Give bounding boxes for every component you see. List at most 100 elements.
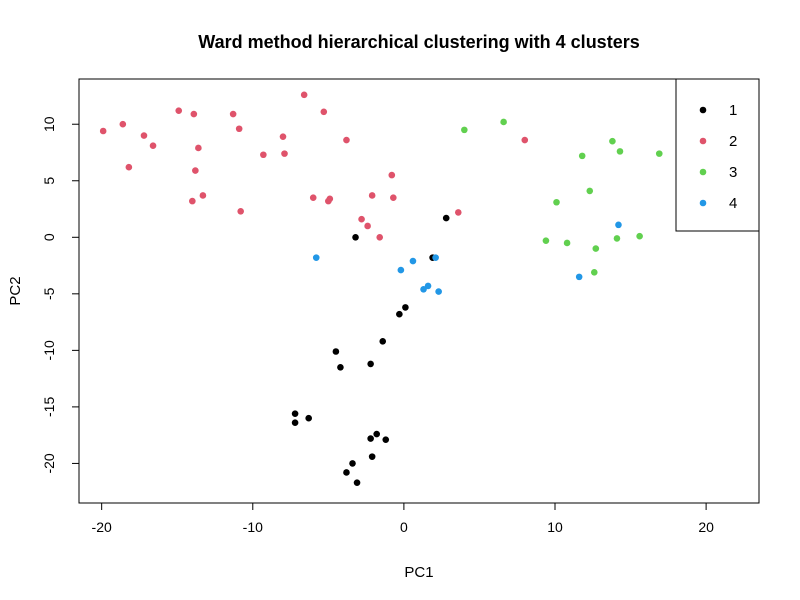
data-point-cluster-3 [563, 239, 571, 247]
data-point-cluster-3 [578, 152, 586, 160]
data-point-cluster-4 [420, 286, 427, 293]
data-point-cluster-4 [432, 254, 439, 261]
data-point-cluster-4 [575, 273, 583, 281]
data-point-cluster-2 [229, 110, 237, 118]
legend-box [675, 78, 760, 232]
data-point-cluster-2 [149, 142, 157, 150]
data-point-cluster-1 [373, 430, 380, 438]
data-point-cluster-2 [140, 132, 148, 139]
data-point-cluster-3 [500, 118, 507, 126]
legend-marker-4 [699, 199, 707, 207]
data-point-cluster-2 [454, 209, 462, 216]
data-point-cluster-2 [281, 150, 288, 157]
data-point-cluster-2 [199, 192, 207, 199]
data-point-cluster-1 [353, 479, 361, 486]
data-point-cluster-3 [590, 269, 598, 276]
data-point-cluster-4 [615, 221, 622, 229]
data-point-cluster-1 [396, 310, 403, 318]
data-point-cluster-4 [409, 257, 417, 265]
data-point-cluster-1 [332, 348, 340, 355]
y-tick-label: -20 [41, 453, 57, 473]
data-point-cluster-1 [402, 304, 409, 311]
data-point-cluster-1 [382, 436, 390, 443]
data-point-cluster-2 [235, 125, 243, 133]
data-point-cluster-2 [309, 194, 317, 202]
x-tick-label: 10 [547, 519, 563, 535]
data-point-cluster-1 [337, 364, 344, 371]
data-point-cluster-1 [368, 453, 376, 460]
data-point-cluster-4 [312, 254, 320, 261]
data-point-cluster-3 [586, 187, 594, 195]
legend-label-4: 4 [729, 195, 737, 212]
data-point-cluster-1 [442, 214, 450, 222]
data-point-cluster-2 [279, 133, 287, 140]
y-tick-label: -5 [41, 287, 57, 300]
data-point-cluster-1 [305, 414, 312, 422]
x-tick-label: -10 [243, 519, 263, 535]
data-point-cluster-2 [390, 194, 397, 202]
plot-frame [78, 78, 760, 504]
legend-marker-2 [699, 137, 707, 145]
data-point-cluster-1 [349, 460, 356, 467]
data-point-cluster-2 [195, 144, 202, 152]
y-axis: -20 -15 -10 -5 0 5 10 [41, 116, 80, 474]
data-point-cluster-3 [553, 198, 560, 206]
data-point-cluster-2 [521, 136, 529, 144]
data-point-cluster-3 [613, 235, 621, 242]
data-point-cluster-2 [125, 163, 133, 171]
data-point-cluster-1 [352, 233, 359, 241]
data-point-cluster-3 [542, 237, 550, 244]
y-tick-label: 5 [41, 177, 57, 185]
data-point-cluster-1 [291, 410, 299, 417]
y-tick-label: 10 [41, 116, 57, 132]
data-point-cluster-2 [260, 151, 267, 159]
chart-title: Ward method hierarchical clustering with… [198, 32, 639, 52]
legend-label-1: 1 [729, 102, 737, 119]
x-tick-label: 0 [400, 519, 408, 535]
data-point-cluster-2 [237, 207, 244, 215]
data-point-cluster-4 [435, 288, 442, 295]
data-point-cluster-2 [175, 107, 183, 114]
data-point-cluster-2 [325, 197, 332, 205]
x-tick-label: 20 [698, 519, 714, 535]
data-point-cluster-1 [367, 435, 374, 442]
data-point-cluster-3 [461, 126, 468, 134]
y-tick-label: -10 [41, 340, 57, 360]
data-point-cluster-1 [367, 360, 374, 368]
y-tick-label: -15 [41, 397, 57, 417]
data-point-cluster-1 [343, 469, 350, 476]
data-point-cluster-3 [636, 232, 643, 240]
data-point-cluster-4 [424, 282, 432, 290]
legend: 1 2 3 4 [675, 78, 760, 232]
data-point-cluster-2 [368, 192, 376, 199]
legend-label-2: 2 [729, 133, 737, 150]
data-point-cluster-3 [592, 245, 600, 252]
data-point-cluster-2 [300, 91, 308, 99]
legend-marker-1 [699, 106, 707, 114]
data-point-cluster-2 [364, 222, 371, 230]
data-point-cluster-3 [609, 137, 616, 145]
legend-label-3: 3 [729, 164, 737, 181]
data-point-cluster-2 [388, 171, 396, 179]
data-point-cluster-2 [99, 127, 107, 135]
data-point-cluster-4 [397, 266, 405, 274]
data-point-cluster-2 [189, 197, 196, 205]
legend-marker-3 [699, 168, 707, 176]
data-point-cluster-2 [190, 110, 198, 118]
data-point-cluster-2 [358, 215, 365, 223]
data-point-cluster-1 [291, 419, 299, 427]
data-points [99, 91, 663, 486]
data-point-cluster-3 [616, 148, 624, 155]
data-point-cluster-2 [376, 233, 384, 241]
x-axis-label: PC1 [404, 564, 433, 581]
x-tick-label: -20 [92, 519, 112, 535]
data-point-cluster-2 [343, 136, 350, 144]
y-tick-label: 0 [41, 233, 57, 241]
data-point-cluster-2 [192, 167, 199, 174]
data-point-cluster-2 [320, 108, 328, 116]
data-point-cluster-3 [655, 150, 663, 157]
data-point-cluster-2 [119, 120, 127, 128]
y-axis-label: PC2 [7, 276, 24, 305]
data-point-cluster-1 [379, 338, 387, 345]
